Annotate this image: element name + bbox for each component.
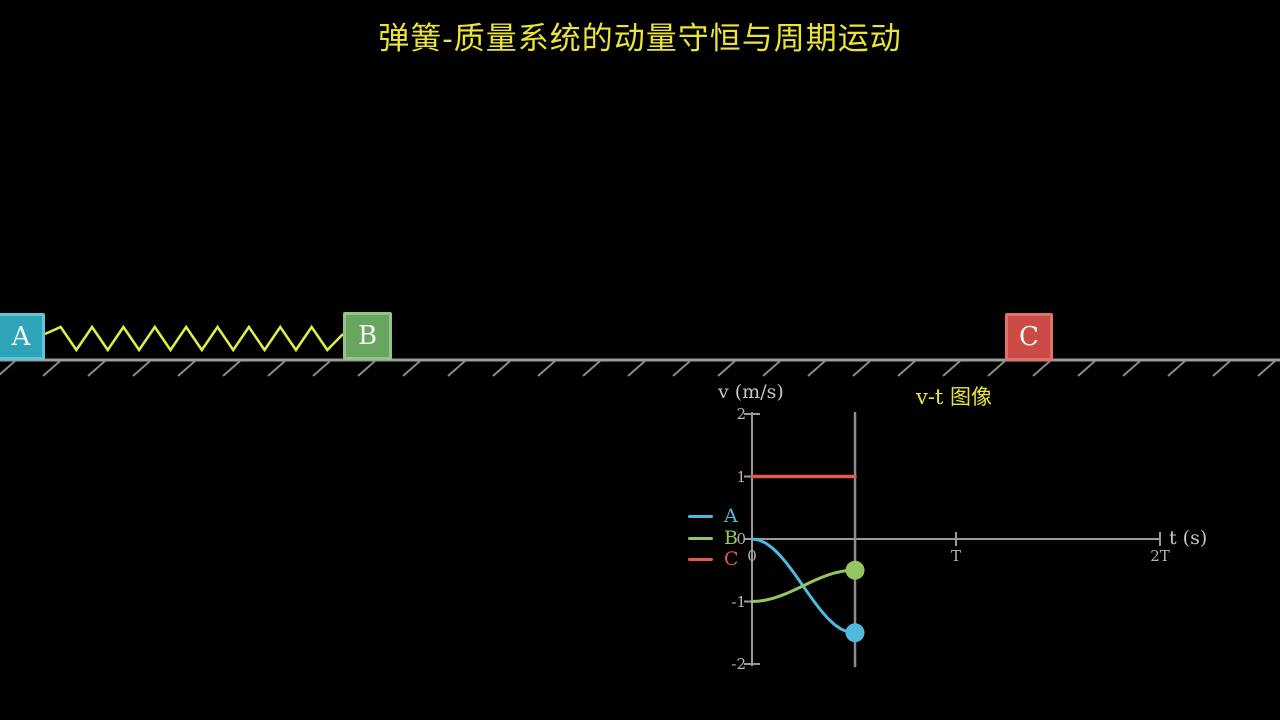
ground-hatch xyxy=(942,360,961,377)
series-B-dot xyxy=(845,560,865,580)
y-tick-label: 0 xyxy=(736,530,746,548)
ground-hatch xyxy=(1167,360,1186,377)
ground-hatch xyxy=(1032,360,1051,377)
block-a: A xyxy=(0,313,45,360)
ground-hatch xyxy=(222,360,241,377)
ground-hatch xyxy=(0,360,16,376)
chart-title: v-t 图像 xyxy=(915,385,993,409)
y-axis-label: v (m/s) xyxy=(718,381,784,403)
y-tick-label: -1 xyxy=(731,592,746,611)
spring xyxy=(44,324,344,353)
ground-hatch xyxy=(42,360,61,377)
chart-legend: A B C xyxy=(688,506,739,571)
ground-hatch xyxy=(897,360,916,377)
block-c: C xyxy=(1005,313,1053,361)
series-B-curve xyxy=(750,568,857,603)
x-axis-label: t (s) xyxy=(1169,527,1208,549)
block-b-label: B xyxy=(357,321,378,351)
y-tick-label: 1 xyxy=(736,467,746,486)
ground-hatch xyxy=(1122,360,1141,377)
ground-hatch xyxy=(1257,360,1276,377)
ground-hatch xyxy=(492,360,511,377)
ground-hatch xyxy=(672,360,691,377)
legend-label-b: B xyxy=(724,526,738,549)
legend-item-c: C xyxy=(688,549,739,571)
legend-label-c: C xyxy=(724,548,739,571)
ground-hatch xyxy=(717,360,736,377)
ground-hatch xyxy=(87,360,106,377)
ground-hatch xyxy=(807,360,826,377)
block-b: B xyxy=(343,312,392,360)
legend-item-a: A xyxy=(688,506,739,528)
ground-hatch xyxy=(987,360,1006,377)
ground-hatch xyxy=(762,360,781,377)
legend-label-a: A xyxy=(724,505,738,528)
x-tick-label: 0 xyxy=(747,547,757,565)
block-a-label: A xyxy=(11,321,31,352)
legend-line-c-icon xyxy=(688,558,713,562)
legend-line-b-icon xyxy=(688,536,713,540)
block-c-label: C xyxy=(1019,322,1039,352)
y-tick-label: -2 xyxy=(731,655,746,673)
ground-hatch xyxy=(627,360,646,377)
y-tick-label: 2 xyxy=(736,405,746,423)
ground-hatch xyxy=(267,360,286,377)
ground-hatch xyxy=(312,360,331,377)
ground-hatch xyxy=(1212,360,1231,377)
ground-hatch xyxy=(447,360,466,377)
ground-hatch xyxy=(852,360,871,377)
ground-hatch xyxy=(582,360,601,377)
ground-hatch xyxy=(357,360,376,377)
series-A-dot xyxy=(845,623,865,643)
ground-hatch xyxy=(537,360,556,377)
ground-hatch xyxy=(402,360,421,377)
ground-hatch xyxy=(132,360,151,377)
ground-hatch xyxy=(177,360,196,377)
legend-line-a-icon xyxy=(688,515,713,519)
page-title: 弹簧-质量系统的动量守恒与周期运动 xyxy=(378,21,902,57)
ground-hatch xyxy=(1077,360,1096,377)
legend-item-b: B xyxy=(688,528,739,550)
x-tick-label: 2T xyxy=(1150,547,1170,565)
x-tick-label: T xyxy=(950,547,961,565)
